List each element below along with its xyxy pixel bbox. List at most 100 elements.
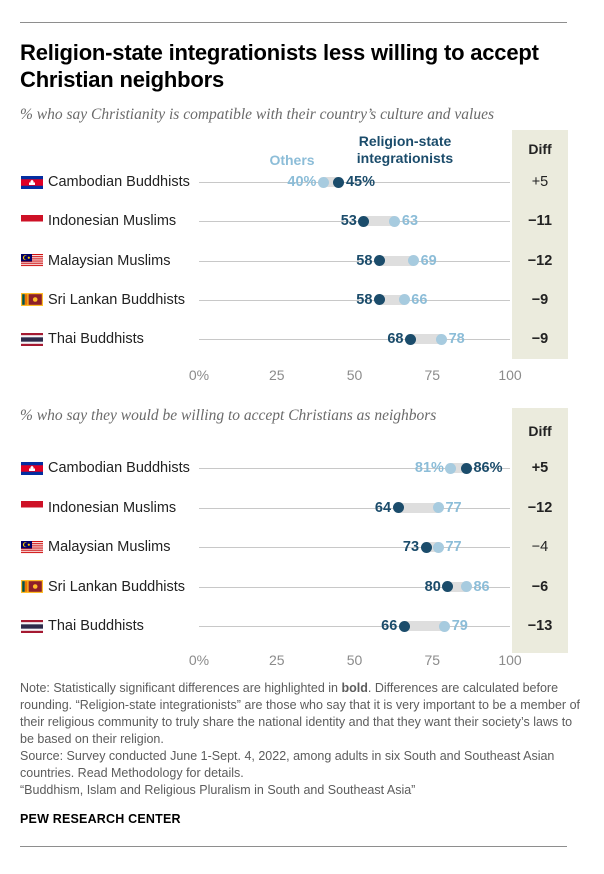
others-value-label: 69 (420, 252, 437, 269)
gap-bar (323, 177, 339, 187)
row-label: Sri Lankan Buddhists (48, 291, 186, 308)
others-dot (439, 620, 451, 632)
others-dot (389, 215, 401, 227)
panel1-diff-column (512, 130, 568, 359)
cambodia-flag-icon (21, 175, 43, 189)
others-value-label: 77 (445, 539, 462, 555)
others-dot (432, 502, 444, 513)
row-axis-line (199, 221, 510, 223)
diff-value: −13 (527, 618, 553, 634)
gap-bar (379, 255, 414, 266)
panel1-subtitle: % who say Christianity is compatible wit… (20, 106, 495, 123)
row-axis-line (199, 339, 510, 341)
integrationists-value-label: 86% (473, 460, 503, 476)
panel1-diff-header: Diff (528, 141, 552, 157)
others-dot (398, 294, 410, 306)
x-tick-label: 75 (424, 367, 441, 383)
row-label: Cambodian Buddhists (48, 460, 190, 476)
others-dot (317, 176, 329, 188)
chart-title: Religion-state integrationists less will… (20, 40, 539, 92)
others-value-label: 63 (401, 213, 419, 230)
others-value-label: 40% (287, 174, 317, 190)
bottom-rule (20, 846, 567, 847)
panel2-diff-header: Diff (528, 423, 552, 439)
row-label: Malaysian Muslims (48, 539, 171, 555)
note-text: Note: Statistically significant differen… (20, 680, 580, 748)
gap-bar (379, 294, 405, 305)
others-dot (445, 462, 457, 474)
gap-bar (426, 542, 439, 552)
indonesia-flag-icon (21, 214, 43, 228)
diff-value: +5 (531, 460, 549, 476)
others-value-label: 77 (445, 499, 462, 516)
thailand-flag-icon (21, 332, 43, 346)
integrationists-dot (442, 581, 454, 592)
others-value-label: 81% (414, 460, 444, 476)
integrationists-value-label: 45% (345, 174, 375, 190)
integrationists-value-label: 66 (381, 618, 398, 634)
gap-bar (447, 581, 467, 592)
others-dot (408, 255, 420, 267)
integrationists-dot (404, 333, 416, 345)
integrationists-value-label: 64 (374, 499, 392, 516)
diff-value: −12 (527, 252, 553, 269)
integrationists-dot (333, 176, 345, 188)
row-label: Cambodian Buddhists (48, 174, 190, 190)
diff-value: −4 (531, 539, 549, 555)
others-value-label: 78 (448, 331, 465, 348)
diff-value: −6 (531, 578, 549, 595)
legend-others: Others (269, 152, 315, 168)
diff-value: +5 (531, 174, 549, 190)
report-title: “Buddhism, Islam and Religious Pluralism… (20, 783, 416, 797)
x-tick-label: 0% (188, 367, 210, 383)
cambodia-flag-icon (21, 461, 43, 475)
diff-value: −9 (531, 331, 549, 348)
integrationists-dot (392, 502, 404, 513)
legend-integrationists: Religion-state integrationists (356, 133, 454, 166)
x-tick-label: 75 (424, 652, 441, 668)
indonesia-flag-icon (21, 501, 43, 514)
others-value-label: 86 (473, 578, 490, 595)
row-label: Thai Buddhists (48, 618, 144, 634)
gap-bar (404, 621, 445, 631)
others-dot (432, 541, 444, 553)
row-label: Malaysian Muslims (48, 252, 171, 269)
others-value-label: 66 (411, 291, 428, 308)
row-axis-line (199, 182, 510, 183)
x-tick-label: 25 (268, 367, 285, 383)
others-dot (436, 333, 448, 345)
malaysia-flag-icon (21, 540, 43, 554)
top-rule (20, 22, 567, 23)
thailand-flag-icon (21, 619, 43, 633)
gap-bar (398, 502, 439, 513)
others-value-label: 79 (451, 618, 468, 634)
x-tick-label: 25 (268, 652, 285, 668)
diff-value: −9 (531, 291, 549, 308)
integrationists-value-label: 73 (402, 539, 420, 555)
integrationists-dot (373, 255, 385, 267)
sri-lanka-flag-icon (21, 580, 43, 593)
row-axis-line (199, 547, 510, 548)
integrationists-dot (358, 215, 370, 227)
row-label: Sri Lankan Buddhists (48, 578, 186, 595)
x-tick-label: 50 (346, 367, 363, 383)
sri-lanka-flag-icon (21, 293, 43, 307)
row-axis-line (199, 468, 510, 469)
integrationists-dot (460, 462, 472, 474)
integrationists-dot (398, 620, 410, 632)
integrationists-dot (373, 294, 385, 306)
x-tick-label: 50 (346, 652, 363, 668)
panel2-subtitle: % who say they would be willing to accep… (20, 407, 437, 424)
x-tick-label: 100 (498, 367, 522, 383)
diff-value: −12 (527, 499, 553, 516)
row-axis-line (199, 507, 510, 509)
diff-value: −11 (528, 213, 552, 230)
integrationists-value-label: 58 (356, 252, 373, 269)
x-tick-label: 0% (188, 652, 210, 668)
integrationists-value-label: 68 (387, 331, 404, 348)
row-axis-line (199, 626, 510, 627)
note-prefix: Note: Statistically significant differen… (20, 681, 342, 695)
gap-bar (363, 216, 395, 227)
row-axis-line (199, 260, 510, 262)
others-dot (460, 581, 472, 592)
